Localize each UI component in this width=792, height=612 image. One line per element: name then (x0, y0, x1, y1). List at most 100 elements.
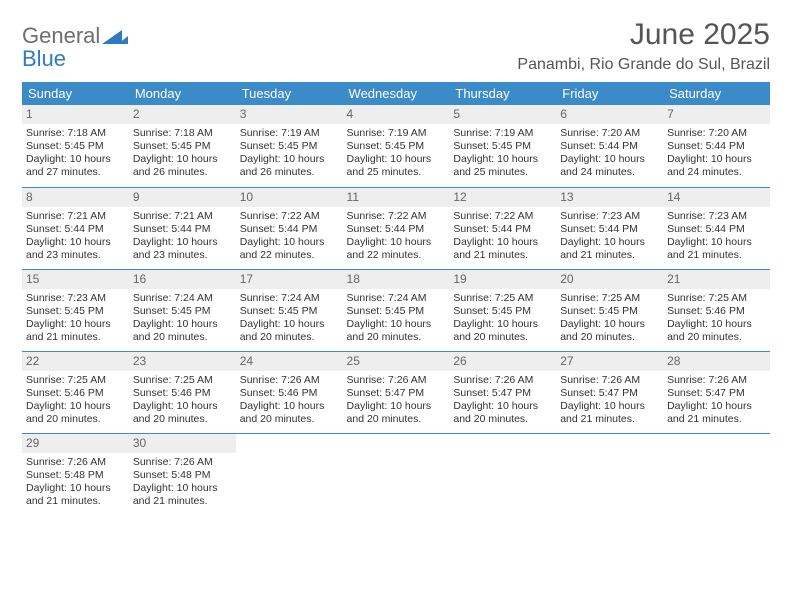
day-number: 18 (343, 270, 450, 289)
day-number: 27 (556, 352, 663, 371)
sunset-line: Sunset: 5:44 PM (133, 223, 232, 236)
daylight-line: and 22 minutes. (240, 249, 339, 262)
day-header: Thursday (449, 82, 556, 105)
calendar-cell: 5Sunrise: 7:19 AMSunset: 5:45 PMDaylight… (449, 105, 556, 187)
calendar-cell: 21Sunrise: 7:25 AMSunset: 5:46 PMDayligh… (663, 269, 770, 351)
sunset-line: Sunset: 5:44 PM (26, 223, 125, 236)
sunset-line: Sunset: 5:44 PM (240, 223, 339, 236)
sunrise-line: Sunrise: 7:21 AM (133, 210, 232, 223)
logo: General Blue (22, 18, 128, 70)
day-number: 29 (22, 434, 129, 453)
sunset-line: Sunset: 5:46 PM (667, 305, 766, 318)
logo-word1: General (22, 23, 100, 48)
day-number: 9 (129, 188, 236, 207)
daylight-line: and 20 minutes. (133, 413, 232, 426)
daylight-line: Daylight: 10 hours (667, 153, 766, 166)
day-header: Friday (556, 82, 663, 105)
daylight-line: Daylight: 10 hours (26, 153, 125, 166)
day-number: 24 (236, 352, 343, 371)
daylight-line: Daylight: 10 hours (667, 236, 766, 249)
day-number: 6 (556, 105, 663, 124)
day-number: 10 (236, 188, 343, 207)
calendar-cell: 26Sunrise: 7:26 AMSunset: 5:47 PMDayligh… (449, 351, 556, 433)
sunset-line: Sunset: 5:47 PM (453, 387, 552, 400)
day-number: 11 (343, 188, 450, 207)
sunrise-line: Sunrise: 7:22 AM (347, 210, 446, 223)
daylight-line: Daylight: 10 hours (133, 400, 232, 413)
sunrise-line: Sunrise: 7:22 AM (240, 210, 339, 223)
sunset-line: Sunset: 5:44 PM (453, 223, 552, 236)
day-number: 5 (449, 105, 556, 124)
daylight-line: Daylight: 10 hours (133, 318, 232, 331)
calendar-cell: 25Sunrise: 7:26 AMSunset: 5:47 PMDayligh… (343, 351, 450, 433)
calendar-cell: 3Sunrise: 7:19 AMSunset: 5:45 PMDaylight… (236, 105, 343, 187)
calendar-cell: 6 Sunrise: 7:20 AMSunset: 5:44 PMDaylight… (556, 105, 663, 187)
sunset-line: Sunset: 5:44 PM (667, 140, 766, 153)
daylight-line: Daylight: 10 hours (560, 236, 659, 249)
day-number: 1 (22, 105, 129, 124)
day-header: Monday (129, 82, 236, 105)
logo-word2: Blue (22, 46, 66, 71)
daylight-line: and 20 minutes. (347, 331, 446, 344)
day-number: 8 (22, 188, 129, 207)
day-number: 20 (556, 270, 663, 289)
calendar-cell: 19Sunrise: 7:25 AMSunset: 5:45 PMDayligh… (449, 269, 556, 351)
calendar-cell: 4Sunrise: 7:19 AMSunset: 5:45 PMDaylight… (343, 105, 450, 187)
daylight-line: and 20 minutes. (26, 413, 125, 426)
day-number: 30 (129, 434, 236, 453)
sunset-line: Sunset: 5:47 PM (347, 387, 446, 400)
daylight-line: and 21 minutes. (133, 495, 232, 508)
sunset-line: Sunset: 5:44 PM (560, 223, 659, 236)
day-number: 15 (22, 270, 129, 289)
calendar-cell: 15Sunrise: 7:23 AMSunset: 5:45 PMDayligh… (22, 269, 129, 351)
day-number: 23 (129, 352, 236, 371)
daylight-line: Daylight: 10 hours (26, 482, 125, 495)
daylight-line: and 24 minutes. (667, 166, 766, 179)
daylight-line: and 20 minutes. (240, 413, 339, 426)
sunrise-line: Sunrise: 7:25 AM (560, 292, 659, 305)
daylight-line: Daylight: 10 hours (347, 236, 446, 249)
calendar-cell: 30Sunrise: 7:26 AMSunset: 5:48 PMDayligh… (129, 433, 236, 515)
daylight-line: Daylight: 10 hours (560, 318, 659, 331)
logo-mark-icon (102, 26, 128, 46)
sunrise-line: Sunrise: 7:20 AM (667, 127, 766, 140)
calendar-cell: 22Sunrise: 7:25 AMSunset: 5:46 PMDayligh… (22, 351, 129, 433)
calendar-head: Sunday Monday Tuesday Wednesday Thursday… (22, 82, 770, 105)
calendar-week-row: 29Sunrise: 7:26 AMSunset: 5:48 PMDayligh… (22, 433, 770, 515)
day-number: 13 (556, 188, 663, 207)
sunrise-line: Sunrise: 7:20 AM (560, 127, 659, 140)
sunrise-line: Sunrise: 7:23 AM (560, 210, 659, 223)
daylight-line: and 24 minutes. (560, 166, 659, 179)
daylight-line: Daylight: 10 hours (560, 153, 659, 166)
sunset-line: Sunset: 5:44 PM (560, 140, 659, 153)
calendar-cell (236, 433, 343, 515)
calendar-week-row: 1Sunrise: 7:18 AMSunset: 5:45 PMDaylight… (22, 105, 770, 187)
sunset-line: Sunset: 5:48 PM (26, 469, 125, 482)
sunrise-line: Sunrise: 7:26 AM (240, 374, 339, 387)
calendar-week-row: 8Sunrise: 7:21 AMSunset: 5:44 PMDaylight… (22, 187, 770, 269)
calendar-cell (663, 433, 770, 515)
calendar-cell: 12Sunrise: 7:22 AMSunset: 5:44 PMDayligh… (449, 187, 556, 269)
daylight-line: and 21 minutes. (453, 249, 552, 262)
calendar-cell: 17Sunrise: 7:24 AMSunset: 5:45 PMDayligh… (236, 269, 343, 351)
sunrise-line: Sunrise: 7:26 AM (453, 374, 552, 387)
daylight-line: Daylight: 10 hours (453, 236, 552, 249)
calendar-cell: 2Sunrise: 7:18 AMSunset: 5:45 PMDaylight… (129, 105, 236, 187)
sunrise-line: Sunrise: 7:25 AM (667, 292, 766, 305)
daylight-line: Daylight: 10 hours (453, 153, 552, 166)
calendar-cell: 7Sunrise: 7:20 AMSunset: 5:44 PMDaylight… (663, 105, 770, 187)
sunset-line: Sunset: 5:44 PM (347, 223, 446, 236)
month-title: June 2025 (517, 18, 770, 52)
sunrise-line: Sunrise: 7:25 AM (133, 374, 232, 387)
daylight-line: and 21 minutes. (26, 495, 125, 508)
daylight-line: and 20 minutes. (560, 331, 659, 344)
sunset-line: Sunset: 5:45 PM (560, 305, 659, 318)
calendar-week-row: 15Sunrise: 7:23 AMSunset: 5:45 PMDayligh… (22, 269, 770, 351)
daylight-line: Daylight: 10 hours (26, 400, 125, 413)
daylight-line: and 20 minutes. (133, 331, 232, 344)
sunrise-line: Sunrise: 7:26 AM (560, 374, 659, 387)
day-number: 14 (663, 188, 770, 207)
sunset-line: Sunset: 5:45 PM (26, 305, 125, 318)
sunset-line: Sunset: 5:45 PM (133, 140, 232, 153)
calendar-cell (449, 433, 556, 515)
